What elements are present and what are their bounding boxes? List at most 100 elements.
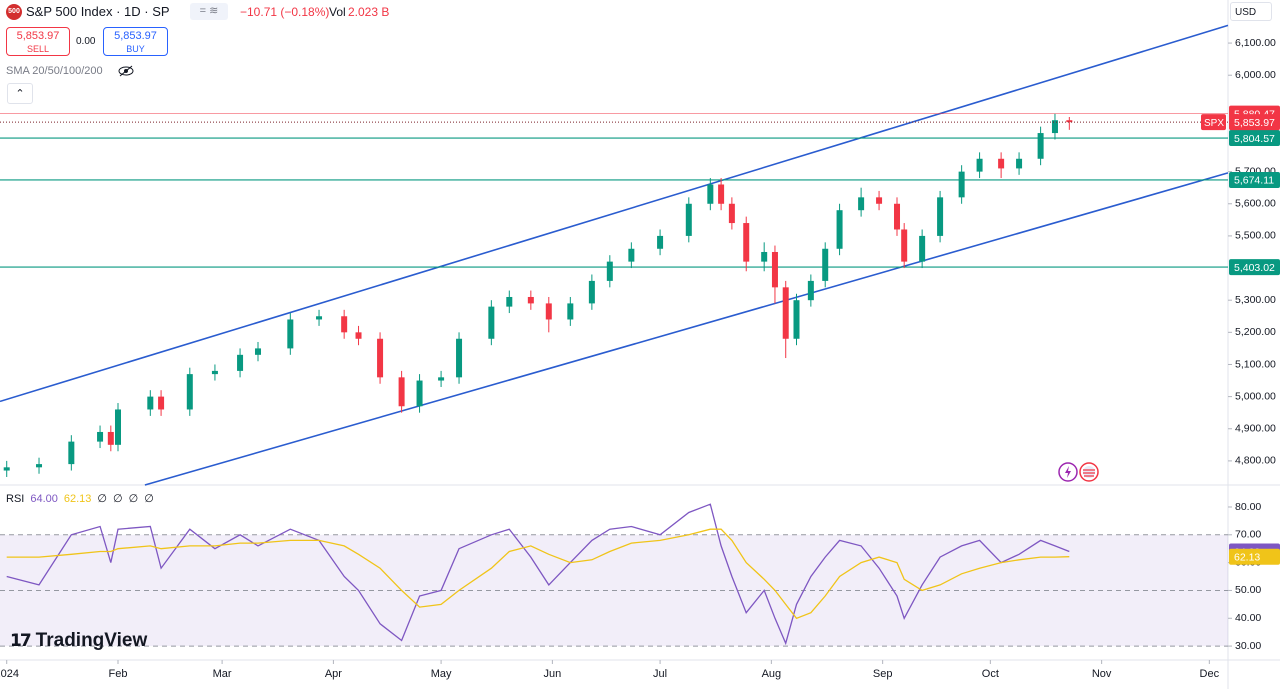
- level-label: 5,804.57: [1234, 133, 1275, 145]
- candle-body: [211, 370, 218, 375]
- symbol-tag: SPX: [1204, 118, 1224, 129]
- hide-icon[interactable]: [117, 64, 135, 78]
- candle-body: [606, 261, 613, 281]
- candle-body: [761, 251, 768, 262]
- candle-body: [919, 235, 926, 262]
- x-tick-label: Nov: [1092, 668, 1112, 680]
- y-tick-label: 5,500.00: [1235, 230, 1276, 242]
- candle-body: [567, 303, 574, 320]
- rsi-last-label: 62.13: [1234, 551, 1260, 563]
- y-tick-label: 4,800.00: [1235, 455, 1276, 467]
- candle-body: [894, 203, 901, 230]
- candle-body: [416, 380, 423, 407]
- candle-body: [901, 229, 908, 262]
- candle-body: [876, 197, 883, 204]
- last-price-label-bg: [1229, 114, 1280, 131]
- rsi-title: RSI: [6, 493, 25, 505]
- candle-body: [998, 158, 1005, 169]
- buy-label: BUY: [126, 44, 145, 54]
- x-tick-label: Oct: [982, 668, 999, 680]
- buy-button[interactable]: 5,853.97 BUY: [103, 27, 168, 56]
- candle-body: [807, 280, 814, 301]
- candle-body: [147, 396, 154, 410]
- buy-price: 5,853.97: [114, 30, 157, 42]
- candle-body: [1066, 120, 1073, 123]
- sell-button[interactable]: 5,853.97 SELL: [6, 27, 70, 56]
- volume-value: 2.023 B: [348, 5, 390, 19]
- collapse-button[interactable]: ⌃: [7, 83, 33, 104]
- y-tick-label: 5,600.00: [1235, 198, 1276, 210]
- candle-body: [237, 354, 244, 371]
- candle-body: [287, 319, 294, 349]
- candle-body: [1016, 158, 1023, 169]
- currency-button[interactable]: USD: [1230, 2, 1272, 21]
- x-tick-label: Dec: [1200, 668, 1220, 680]
- symbol-tag-bg: [1201, 114, 1226, 131]
- candle-body: [107, 431, 114, 445]
- brand-glyph: 𝟭𝟳: [10, 631, 32, 650]
- candle-body: [355, 332, 362, 339]
- trend-line: [144, 172, 1229, 486]
- last-price-label: 5,853.97: [1234, 117, 1275, 129]
- symbol-title[interactable]: S&P 500 Index · 1D · SP: [26, 4, 170, 19]
- sell-label: SELL: [26, 44, 50, 54]
- candle-body: [1037, 133, 1044, 159]
- rsi-last-label-bg: [1229, 548, 1280, 565]
- y-tick-label: 5,100.00: [1235, 358, 1276, 370]
- level-label-bg: [1229, 259, 1280, 276]
- x-tick-label: Mar: [213, 668, 232, 680]
- brand-logo: 𝟭𝟳 TradingView: [10, 630, 147, 652]
- candle-body: [628, 248, 635, 262]
- candle-body: [438, 377, 445, 381]
- country-icon[interactable]: [1079, 462, 1099, 482]
- sma-indicator[interactable]: SMA 20/50/100/200: [6, 65, 103, 77]
- candle-body: [68, 441, 75, 465]
- candle-body: [97, 431, 104, 442]
- level-label: 5,674.11: [1234, 175, 1274, 187]
- event-icon[interactable]: [1058, 462, 1078, 482]
- trend-line: [0, 24, 1229, 403]
- symbol-logo: 500: [6, 4, 22, 20]
- candle-body: [782, 287, 789, 339]
- rsi-line: [6, 503, 1070, 646]
- x-tick-label: Sep: [873, 668, 893, 680]
- candle-body: [1051, 120, 1058, 134]
- y-tick-label: 5,300.00: [1235, 294, 1276, 306]
- candle-body: [822, 248, 829, 281]
- x-tick-label: May: [431, 668, 452, 680]
- candle-body: [771, 251, 778, 288]
- candle-body: [158, 396, 165, 410]
- spread: 0.00: [76, 36, 96, 47]
- rsi-readout: 62.13: [63, 493, 92, 505]
- y-tick-label: 40.00: [1235, 612, 1261, 624]
- candle-body: [728, 203, 735, 224]
- candle-body: [937, 197, 944, 236]
- y-tick-label: 6,100.00: [1235, 37, 1276, 49]
- candle-body: [718, 184, 725, 204]
- candle-body: [36, 464, 43, 468]
- x-tick-label: Feb: [109, 668, 128, 680]
- candle-body: [836, 210, 843, 249]
- level-label-bg: [1229, 130, 1280, 147]
- x-tick-label: Jun: [544, 668, 562, 680]
- candle-body: [456, 338, 463, 378]
- rsi-pane: [0, 485, 1228, 660]
- rsi-readout: ∅: [97, 493, 107, 505]
- rsi-readout: ∅: [144, 493, 154, 505]
- candle-body: [657, 235, 664, 249]
- level-label: 5,403.02: [1234, 262, 1275, 274]
- candle-body: [506, 296, 513, 307]
- y-tick-label: 50.00: [1235, 584, 1261, 596]
- compare-toggle[interactable]: = ≋: [190, 3, 228, 20]
- rsi-header: RSI 64.00 62.13 ∅ ∅ ∅ ∅: [6, 492, 154, 505]
- level-label-bg: [1229, 171, 1280, 188]
- y-tick-label: 5,200.00: [1235, 326, 1276, 338]
- rsi-readout: ∅: [128, 493, 139, 505]
- candle-body: [488, 306, 495, 339]
- x-tick-label: Aug: [762, 668, 782, 680]
- candle-body: [588, 280, 595, 304]
- x-tick-label: Jul: [653, 668, 667, 680]
- brand-name: TradingView: [35, 630, 148, 651]
- candle-body: [316, 316, 323, 320]
